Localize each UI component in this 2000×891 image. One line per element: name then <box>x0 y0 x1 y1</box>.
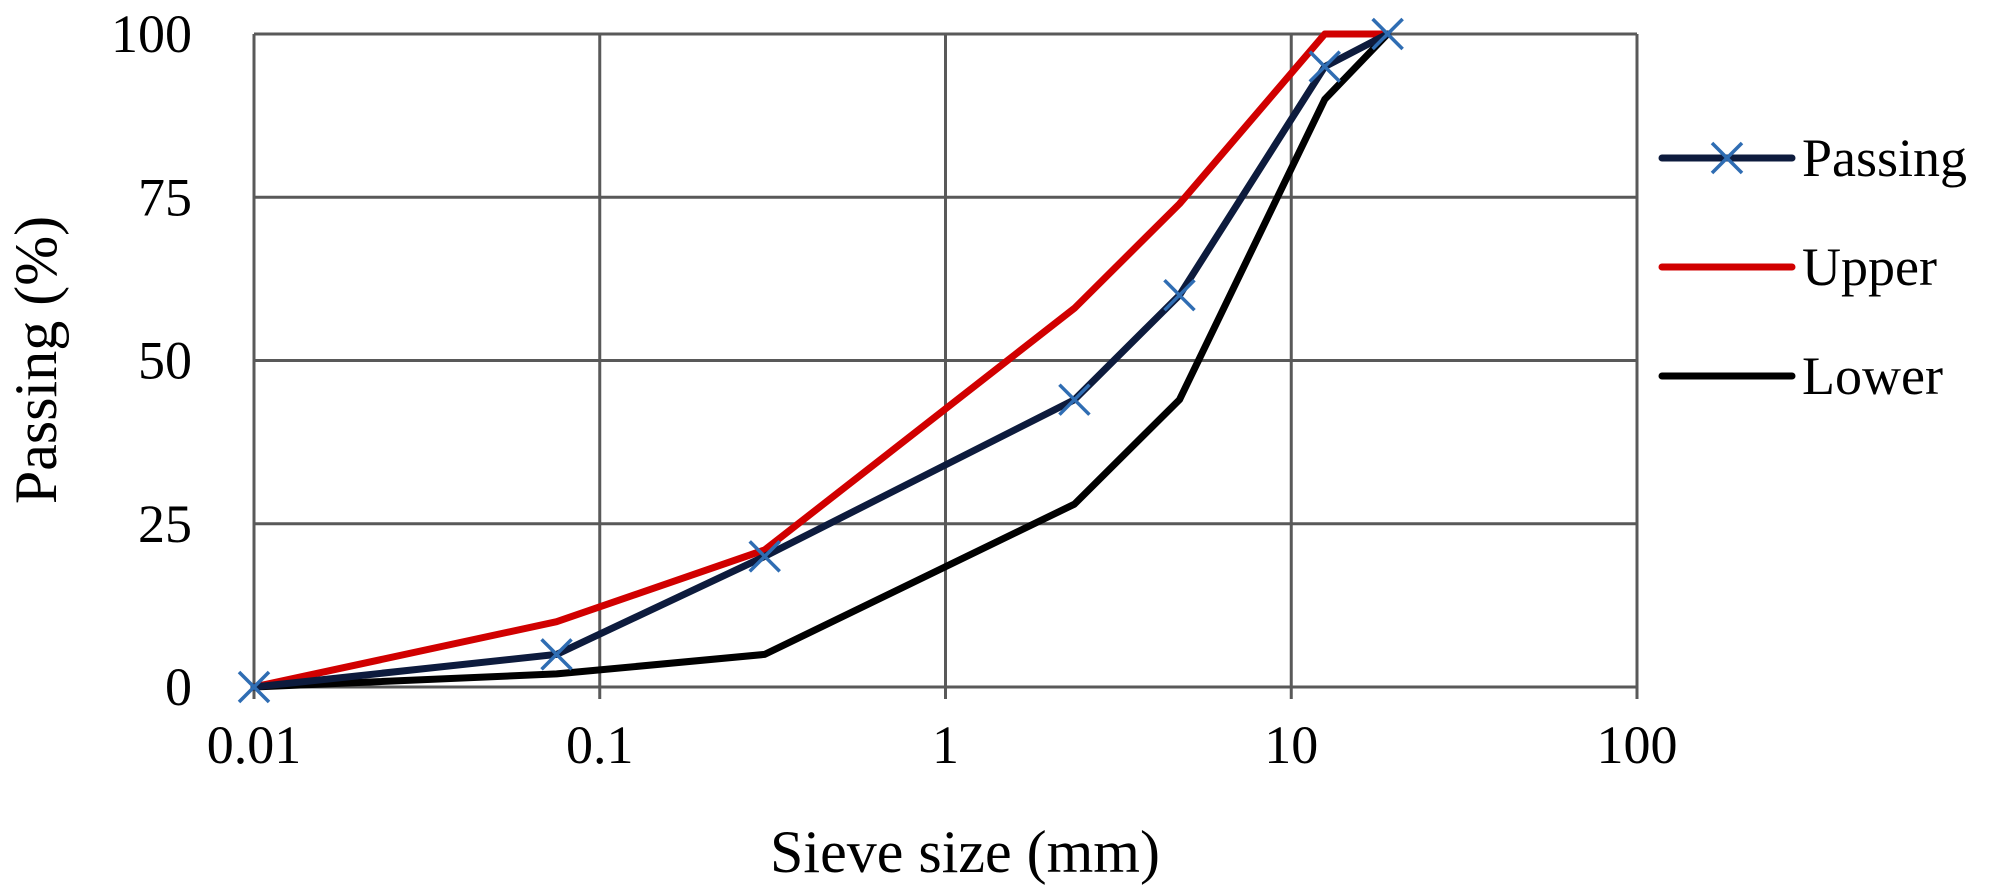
x-tick-label-0.01: 0.01 <box>207 715 302 775</box>
x-tick-label-0.1: 0.1 <box>566 715 634 775</box>
legend: Passing Upper Lower <box>1658 128 1967 406</box>
y-axis-title: Passing (%) <box>3 216 69 504</box>
x-tick-label-10: 10 <box>1264 715 1318 775</box>
x-tick-label-1: 1 <box>932 715 959 775</box>
y-tick-label-100: 100 <box>111 4 192 64</box>
x-tick-label-100: 100 <box>1597 715 1678 775</box>
tick-labels: 0 25 50 75 100 0.01 0.1 1 10 100 <box>111 4 1678 775</box>
legend-item-upper: Upper <box>1658 237 1937 297</box>
y-tick-label-75: 75 <box>138 167 192 227</box>
grid <box>252 32 1639 699</box>
legend-label-upper: Upper <box>1802 237 1937 297</box>
legend-label-lower: Lower <box>1802 346 1943 406</box>
series-line-lower <box>250 30 1392 691</box>
y-tick-label-25: 25 <box>138 494 192 554</box>
x-axis-title: Sieve size (mm) <box>770 819 1160 885</box>
data-point-passing-6 <box>1371 17 1404 51</box>
legend-label-passing: Passing <box>1802 128 1967 188</box>
y-tick-label-0: 0 <box>165 657 192 717</box>
data-point-passing-1 <box>540 638 573 671</box>
series-line-upper <box>250 30 1392 691</box>
legend-item-passing: Passing <box>1658 128 1967 188</box>
data-point-passing-0 <box>237 670 271 704</box>
data-point-passing-3 <box>1058 383 1091 416</box>
data-point-passing-5 <box>1308 50 1341 83</box>
series-layer <box>237 17 1404 704</box>
data-point-passing-4 <box>1163 278 1196 312</box>
data-point-passing-2 <box>748 540 781 573</box>
y-tick-label-50: 50 <box>138 331 192 391</box>
legend-item-lower: Lower <box>1658 346 1943 406</box>
